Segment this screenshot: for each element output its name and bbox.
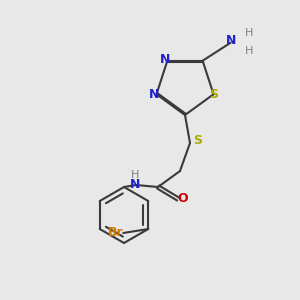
Text: N: N: [225, 34, 236, 47]
Text: N: N: [160, 53, 171, 66]
Text: H: H: [244, 28, 253, 38]
Text: H: H: [244, 46, 253, 56]
Text: H: H: [131, 170, 139, 180]
Text: N: N: [130, 178, 140, 190]
Text: Br: Br: [107, 226, 123, 239]
Text: S: S: [194, 134, 202, 146]
Text: O: O: [178, 193, 188, 206]
Text: N: N: [149, 88, 160, 101]
Text: S: S: [209, 88, 218, 101]
